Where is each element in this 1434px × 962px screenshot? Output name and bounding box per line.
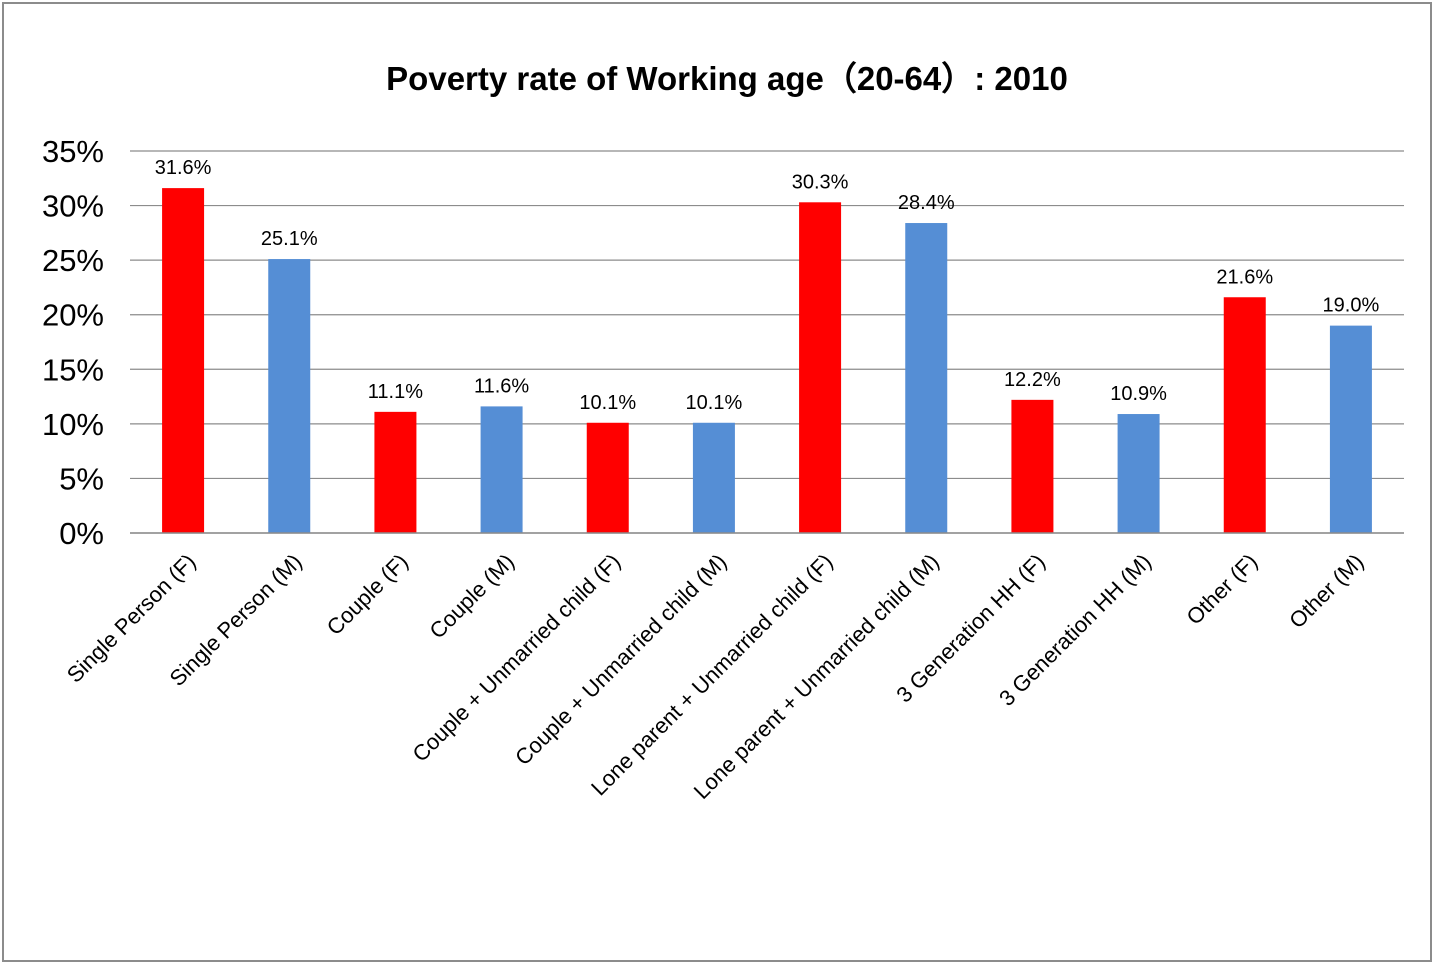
data-label: 25.1% xyxy=(261,228,318,250)
bar xyxy=(268,259,311,533)
y-tick-label: 25% xyxy=(42,243,104,278)
bar xyxy=(1223,297,1266,533)
bar xyxy=(692,422,735,533)
y-tick-label: 0% xyxy=(59,516,104,551)
bar xyxy=(1329,325,1372,533)
data-label: 10.9% xyxy=(1110,383,1167,405)
category-label: Couple (M) xyxy=(424,549,519,644)
data-label: 10.1% xyxy=(686,392,743,414)
y-tick-label: 30% xyxy=(42,189,104,224)
y-tick-label: 35% xyxy=(42,134,104,169)
data-label: 10.1% xyxy=(579,392,636,414)
category-label: Other (M) xyxy=(1284,549,1368,633)
category-label: Other (F) xyxy=(1182,549,1263,630)
data-label: 19.0% xyxy=(1323,295,1380,317)
y-tick-label: 15% xyxy=(42,352,104,387)
data-label: 11.1% xyxy=(368,381,423,403)
y-tick-label: 5% xyxy=(59,461,104,496)
bar xyxy=(480,406,523,533)
y-tick-label: 10% xyxy=(42,407,104,442)
bar xyxy=(799,202,842,533)
chart-title: Poverty rate of Working age（20-64）: 2010 xyxy=(386,60,1068,97)
data-label: 12.2% xyxy=(1004,369,1061,391)
data-label: 31.6% xyxy=(155,157,212,179)
data-label: 28.4% xyxy=(898,192,955,214)
category-label: Couple + Unmarried child (F) xyxy=(407,549,625,767)
bar xyxy=(162,188,205,533)
data-label: 11.6% xyxy=(474,375,529,397)
bar xyxy=(1011,399,1054,533)
data-label: 21.6% xyxy=(1216,266,1273,288)
category-label: Couple + Unmarried child (M) xyxy=(510,549,731,770)
bar xyxy=(374,411,417,533)
category-label: Couple (F) xyxy=(322,549,413,640)
y-tick-label: 20% xyxy=(42,298,104,333)
bar xyxy=(586,422,629,533)
data-label: 30.3% xyxy=(792,171,849,193)
bar xyxy=(905,223,948,533)
bar xyxy=(1117,414,1160,533)
